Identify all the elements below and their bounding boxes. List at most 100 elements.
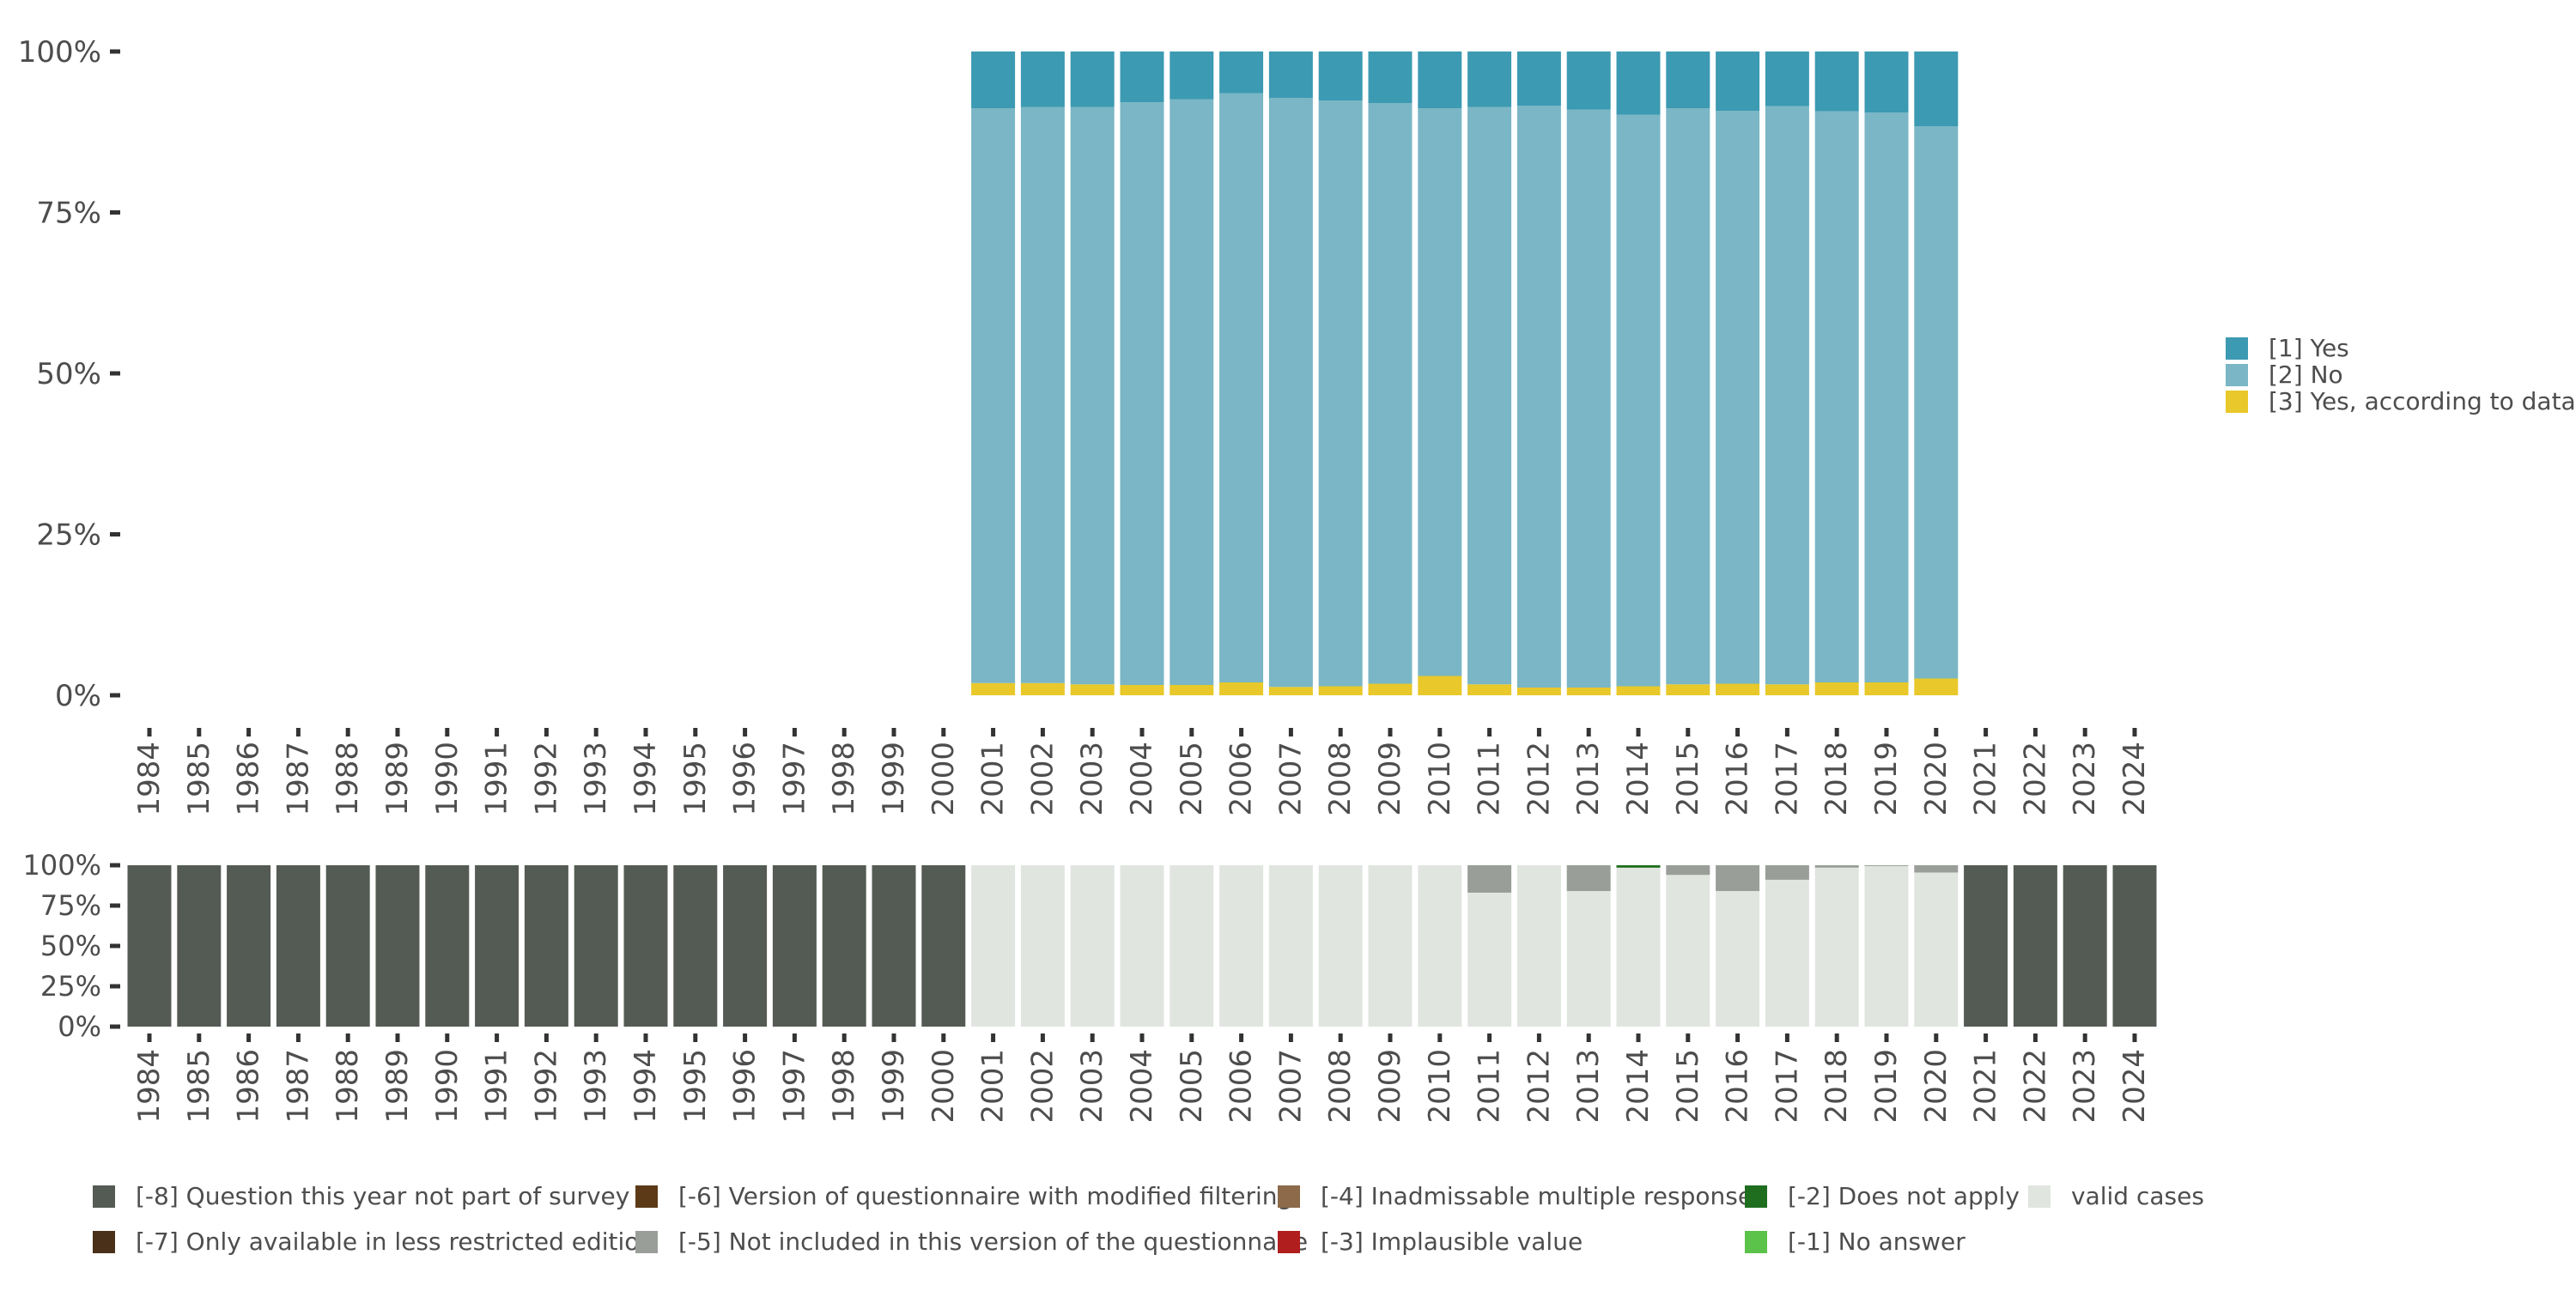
top-bar-1-yes-2011 xyxy=(1467,52,1512,107)
bottom-x-tick-label: 2015 xyxy=(1671,1049,1705,1124)
top-bar-1-yes-2004 xyxy=(1120,52,1164,103)
bottom-x-tick-label: 1990 xyxy=(430,1049,465,1124)
top-bar-3-yes-according-to-data-2010 xyxy=(1418,676,1462,695)
bottom-bar-8-question-this-year-not-part-of-survey-1995 xyxy=(673,865,718,1027)
bottom-y-tick-label: 25% xyxy=(40,970,101,1003)
top-bar-1-yes-2016 xyxy=(1716,52,1760,111)
top-bar-3-yes-according-to-data-2002 xyxy=(1020,682,1065,695)
bottom-bar-8-question-this-year-not-part-of-survey-2024 xyxy=(2112,865,2157,1027)
top-bar-3-yes-according-to-data-2014 xyxy=(1616,686,1661,695)
bottom-x-tick-label: 2009 xyxy=(1373,1049,1407,1124)
bottom-x-tick-label: 1984 xyxy=(132,1049,167,1124)
top-bar-3-yes-according-to-data-2020 xyxy=(1914,678,1959,695)
top-x-tick-label: 1994 xyxy=(629,742,663,816)
bottom-x-tick-label: 2022 xyxy=(2018,1049,2052,1124)
top-bar-2-no-2007 xyxy=(1268,98,1313,688)
bottom-bar-valid-cases-2020 xyxy=(1914,872,1959,1027)
top-x-tick-label: 2012 xyxy=(1522,742,1556,816)
bottom-x-tick-label: 1995 xyxy=(678,1049,713,1124)
top-x-tick-label: 2000 xyxy=(927,742,961,816)
bottom-y-tick-label: 50% xyxy=(40,930,101,962)
top-x-tick-label: 2001 xyxy=(976,742,1011,816)
bottom-x-tick-label: 2018 xyxy=(1820,1049,1854,1124)
bottom-legend-swatch-8-question-this-year-not-part-of-survey xyxy=(93,1185,115,1208)
top-x-tick-label: 1998 xyxy=(827,742,861,816)
top-bar-1-yes-2002 xyxy=(1020,52,1065,107)
top-y-tick-label: 0% xyxy=(55,679,101,713)
bottom-bar-8-question-this-year-not-part-of-survey-1985 xyxy=(177,865,222,1027)
top-bar-1-yes-2008 xyxy=(1318,52,1363,100)
bottom-bar-8-question-this-year-not-part-of-survey-1999 xyxy=(872,865,916,1027)
bottom-legend-label-6-version-of-questionnaire-with-modified-filtering: [-6] Version of questionnaire with modif… xyxy=(678,1182,1292,1210)
bottom-bar-8-question-this-year-not-part-of-survey-2000 xyxy=(921,865,966,1027)
top-x-tick-label: 1988 xyxy=(331,742,365,816)
top-x-tick-label: 1985 xyxy=(182,742,216,816)
bottom-bar-valid-cases-2007 xyxy=(1268,865,1313,1027)
top-x-tick-label: 2022 xyxy=(2018,742,2052,816)
top-bar-3-yes-according-to-data-2011 xyxy=(1467,684,1512,695)
top-bar-2-no-2016 xyxy=(1716,111,1760,684)
bottom-x-tick-label: 1993 xyxy=(579,1049,613,1124)
bottom-x-tick-label: 2005 xyxy=(1175,1049,1209,1124)
top-x-tick-label: 2023 xyxy=(2068,742,2102,816)
bottom-bar-5-not-included-in-this-version-of-the-questionnaire-2015 xyxy=(1666,865,1710,876)
top-bar-2-no-2009 xyxy=(1368,103,1413,684)
bottom-x-tick-label: 1988 xyxy=(331,1049,365,1124)
bottom-bar-2-does-not-apply-2014 xyxy=(1616,865,1661,868)
bottom-x-tick-label: 2024 xyxy=(2117,1049,2152,1124)
bottom-legend-label-2-does-not-apply: [-2] Does not apply xyxy=(1788,1182,2020,1210)
top-x-tick-label: 2009 xyxy=(1373,742,1407,816)
bottom-bar-8-question-this-year-not-part-of-survey-1986 xyxy=(227,865,271,1027)
bottom-legend-swatch-7-only-available-in-less-restricted-edition xyxy=(93,1231,115,1253)
top-bar-1-yes-2019 xyxy=(1864,52,1909,113)
bottom-x-tick-label: 1986 xyxy=(232,1049,266,1124)
top-bar-3-yes-according-to-data-2003 xyxy=(1070,684,1115,695)
top-x-tick-label: 1997 xyxy=(777,742,811,816)
top-bar-2-no-2018 xyxy=(1814,111,1859,682)
top-x-tick-label: 2008 xyxy=(1323,742,1358,816)
bottom-legend-swatch-valid-cases xyxy=(2028,1185,2050,1208)
bottom-bar-8-question-this-year-not-part-of-survey-1991 xyxy=(475,865,519,1027)
top-x-tick-label: 2024 xyxy=(2117,742,2152,816)
bottom-legend-label-1-no-answer: [-1] No answer xyxy=(1788,1227,1965,1256)
bottom-bar-valid-cases-2001 xyxy=(971,865,1016,1027)
top-bar-1-yes-2018 xyxy=(1814,52,1859,112)
top-x-tick-label: 2013 xyxy=(1571,742,1606,816)
top-legend-swatch-2-no xyxy=(2226,364,2248,386)
top-x-tick-label: 2007 xyxy=(1273,742,1308,816)
bottom-bar-8-question-this-year-not-part-of-survey-1996 xyxy=(723,865,768,1027)
bottom-legend-swatch-5-not-included-in-this-version-of-the-questionnaire xyxy=(635,1231,658,1253)
top-bar-2-no-2006 xyxy=(1219,93,1264,682)
top-bar-1-yes-2012 xyxy=(1516,52,1561,106)
bottom-x-tick-label: 2007 xyxy=(1273,1049,1308,1124)
top-x-tick-label: 1986 xyxy=(232,742,266,816)
bottom-bar-valid-cases-2004 xyxy=(1120,865,1164,1027)
top-bar-2-no-2001 xyxy=(971,108,1016,683)
top-x-tick-label: 2002 xyxy=(1025,742,1060,816)
bottom-bar-valid-cases-2005 xyxy=(1170,865,1214,1027)
top-bar-1-yes-2001 xyxy=(971,52,1016,108)
top-bar-3-yes-according-to-data-2009 xyxy=(1368,683,1413,695)
top-legend-label-1-yes: [1] Yes xyxy=(2269,334,2349,362)
bottom-x-tick-label: 2016 xyxy=(1721,1049,1755,1124)
top-bar-2-no-2017 xyxy=(1765,106,1809,685)
bottom-legend-swatch-4-inadmissable-multiple-response xyxy=(1278,1185,1300,1208)
bottom-x-tick-label: 1992 xyxy=(529,1049,563,1124)
top-bar-2-no-2014 xyxy=(1616,114,1661,687)
bottom-chart-panel: 0% 25% 50% 75% 100% 1984 1985 1986 1987 1988 1989 1… xyxy=(23,849,2157,1124)
bottom-legend-label-valid-cases: valid cases xyxy=(2071,1182,2204,1210)
bottom-x-tick-label: 2023 xyxy=(2068,1049,2102,1124)
bottom-bar-valid-cases-2008 xyxy=(1318,865,1363,1027)
bottom-x-tick-label: 2020 xyxy=(1919,1049,1953,1124)
top-bar-2-no-2020 xyxy=(1914,126,1959,679)
bottom-x-tick-label: 1987 xyxy=(281,1049,315,1124)
bottom-bar-5-not-included-in-this-version-of-the-questionnaire-2020 xyxy=(1914,865,1959,873)
top-bar-1-yes-2014 xyxy=(1616,52,1661,115)
top-x-tick-label: 1990 xyxy=(430,742,465,816)
bottom-x-tick-label: 1996 xyxy=(728,1049,762,1124)
bottom-x-tick-label: 2013 xyxy=(1571,1049,1606,1124)
bottom-bar-5-not-included-in-this-version-of-the-questionnaire-2011 xyxy=(1467,865,1512,893)
top-bar-3-yes-according-to-data-2016 xyxy=(1716,683,1760,695)
bottom-x-tick-label: 2004 xyxy=(1125,1049,1159,1124)
